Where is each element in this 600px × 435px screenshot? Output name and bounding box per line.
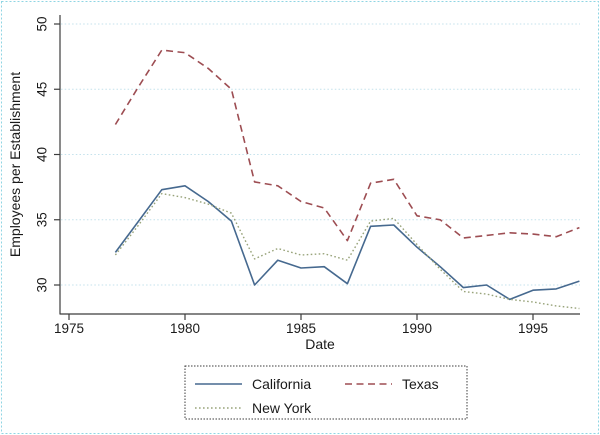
y-tick-label-50: 50 [35, 16, 50, 31]
x-tick-label-1975: 1975 [54, 321, 84, 336]
data-series-lines [114, 49, 580, 310]
x-tick-label-1990: 1990 [402, 321, 432, 336]
axes [59, 15, 580, 315]
gridlines [61, 23, 580, 286]
legend-label-texas: Texas [402, 376, 439, 392]
y-tick-label-45: 45 [35, 82, 50, 97]
legend-label-california: California [252, 376, 311, 392]
legend-label-newyork: New York [252, 400, 312, 416]
y-tick-label-35: 35 [35, 212, 50, 227]
y-axis-title: Employees per Establishment [7, 72, 23, 257]
x-tick-label-1995: 1995 [518, 321, 548, 336]
legend-box [184, 365, 468, 420]
y-axis-ticks: 30 35 40 45 50 [35, 16, 60, 293]
x-axis-title: Date [305, 336, 335, 352]
x-axis-ticks: 1975 1980 1985 1990 1995 [54, 314, 548, 336]
y-tick-label-40: 40 [35, 147, 50, 162]
legend: California Texas New York [184, 365, 468, 420]
series-line-texas [114, 49, 580, 242]
series-line-new-york [114, 192, 580, 310]
series-line-california [114, 185, 580, 301]
x-tick-label-1985: 1985 [286, 321, 316, 336]
y-tick-label-30: 30 [35, 277, 50, 292]
x-tick-label-1980: 1980 [170, 321, 200, 336]
